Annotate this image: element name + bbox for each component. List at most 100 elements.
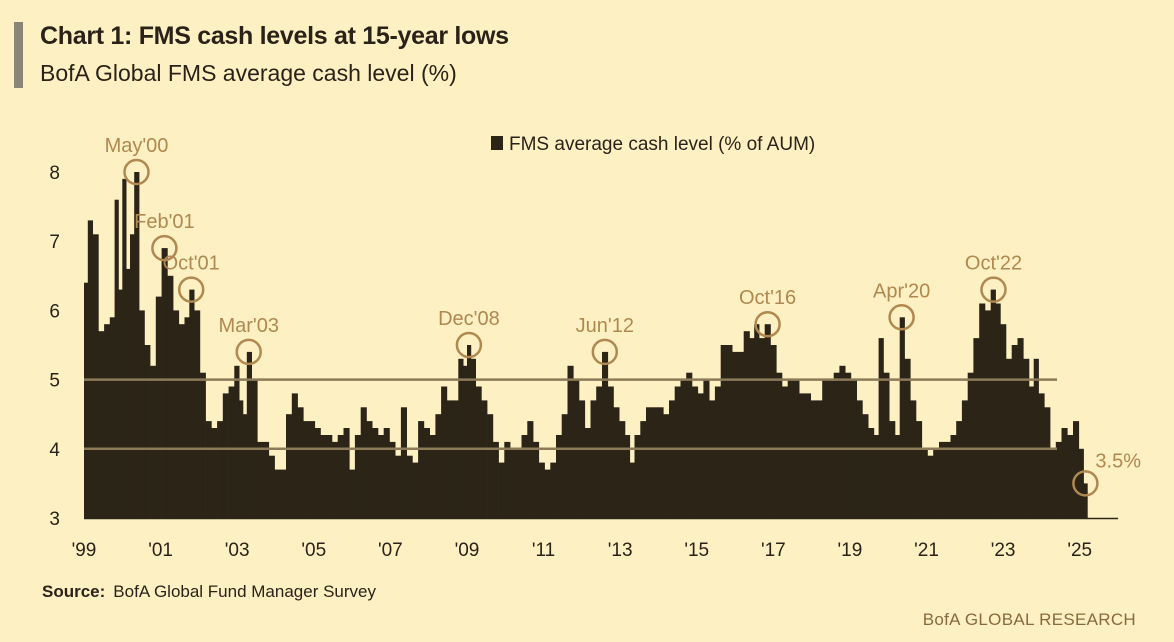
bar: [377, 435, 384, 518]
bar: [521, 435, 528, 518]
bar: [726, 345, 733, 518]
bar: [211, 428, 218, 518]
x-tick-label: '11: [532, 540, 555, 561]
bar: [584, 428, 591, 518]
bar: [1055, 441, 1062, 518]
annotation-circle: [888, 304, 915, 331]
bar: [950, 435, 957, 518]
bar: [889, 421, 896, 518]
annotation-label: May'00: [105, 135, 169, 157]
annotation-label: Oct'16: [739, 287, 796, 309]
bar: [781, 386, 788, 518]
bar: [556, 435, 563, 518]
bar: [481, 400, 488, 518]
bar: [567, 365, 574, 518]
bar: [161, 248, 168, 518]
annotation: Apr'20: [873, 280, 930, 331]
bar: [1006, 358, 1013, 518]
x-tick-label: '03: [225, 540, 250, 561]
bar: [406, 455, 413, 518]
bar: [239, 400, 244, 518]
bar: [1038, 393, 1045, 518]
bar: [1073, 421, 1080, 518]
bar: [234, 365, 240, 518]
y-tick-label: 8: [49, 163, 60, 184]
bar: [651, 407, 658, 518]
bar: [624, 435, 631, 518]
bar: [458, 358, 464, 518]
bar: [326, 435, 333, 518]
annotation-circle: [455, 331, 483, 359]
bar: [816, 400, 823, 518]
bar: [657, 407, 664, 518]
bar: [222, 393, 229, 518]
bar: [804, 393, 811, 518]
bar: [435, 414, 442, 518]
annotation-label: Jun'12: [576, 315, 634, 337]
bar: [467, 345, 472, 518]
bar: [429, 435, 436, 518]
bar: [596, 386, 603, 518]
annotation-circle: [177, 276, 205, 303]
bar: [799, 393, 806, 518]
bar: [360, 407, 367, 518]
x-tick-label: '09: [455, 540, 480, 561]
bar: [199, 372, 206, 518]
bar: [389, 441, 396, 518]
bar: [498, 462, 505, 518]
bar: [84, 282, 89, 518]
bar: [921, 448, 928, 518]
bar: [916, 421, 923, 518]
x-tick-label: '23: [991, 540, 1016, 561]
bar: [533, 441, 540, 518]
annotation: May'00: [105, 135, 169, 186]
bar: [263, 441, 270, 518]
bar: [167, 275, 174, 518]
bar: [1023, 358, 1030, 518]
bar: [291, 393, 298, 518]
x-tick-label: '01: [148, 540, 173, 561]
bar: [1029, 386, 1035, 518]
bar: [463, 365, 468, 518]
annotation-label: Oct'01: [163, 253, 220, 275]
bar: [395, 455, 402, 518]
bar: [833, 372, 840, 518]
annotation-circle: [754, 310, 781, 338]
bar: [109, 317, 115, 518]
bar: [956, 421, 963, 518]
bar: [178, 324, 185, 518]
annotation: Feb'01: [134, 211, 195, 262]
annotation-label: Oct'22: [965, 253, 1022, 275]
bar: [697, 393, 704, 518]
bar: [856, 400, 863, 518]
y-tick-label: 4: [49, 440, 60, 461]
bar: [759, 338, 766, 518]
bar: [590, 400, 597, 518]
y-tick-label: 6: [49, 301, 60, 322]
bar: [629, 462, 635, 518]
bar-series: [84, 172, 1088, 519]
bar: [669, 400, 676, 518]
bar: [862, 414, 869, 518]
bar: [150, 365, 157, 518]
bar: [400, 407, 407, 518]
bar: [1017, 338, 1024, 518]
bar: [274, 469, 281, 518]
bar: [967, 372, 974, 518]
bar: [1083, 483, 1088, 518]
bar: [602, 351, 609, 518]
bar: [118, 289, 123, 518]
bar: [619, 421, 626, 518]
bar: [184, 317, 190, 518]
annotation-label: Mar'03: [218, 315, 279, 337]
annotation-label: Apr'20: [873, 280, 930, 302]
bar: [87, 220, 93, 518]
bar: [764, 324, 771, 518]
bar: [418, 421, 425, 518]
chart-title: Chart 1: FMS cash levels at 15-year lows: [40, 22, 509, 50]
x-tick-label: '13: [608, 540, 633, 561]
annotation: Oct'22: [965, 253, 1022, 303]
legend-label: FMS average cash level (% of AUM): [509, 134, 815, 155]
bar: [446, 400, 453, 518]
